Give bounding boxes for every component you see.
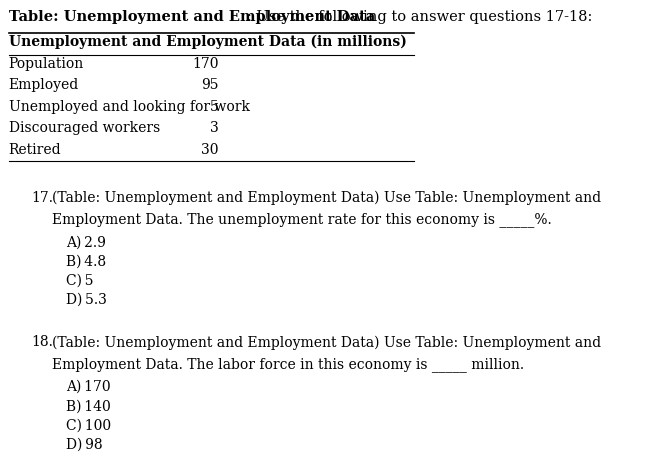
- Text: : Use the following to answer questions 17-18:: : Use the following to answer questions …: [247, 10, 592, 24]
- Text: 18.: 18.: [32, 336, 53, 349]
- Text: D) 98: D) 98: [66, 438, 103, 452]
- Text: A) 170: A) 170: [66, 380, 111, 394]
- Text: Unemployment and Employment Data (in millions): Unemployment and Employment Data (in mil…: [9, 35, 407, 49]
- Text: Employed: Employed: [9, 78, 79, 92]
- Text: A) 2.9: A) 2.9: [66, 235, 106, 250]
- Text: C) 5: C) 5: [66, 274, 94, 288]
- Text: 17.: 17.: [32, 191, 53, 205]
- Text: 95: 95: [201, 78, 218, 92]
- Text: 170: 170: [192, 57, 218, 71]
- Text: Table: Unemployment and Employment Data: Table: Unemployment and Employment Data: [9, 10, 375, 24]
- Text: (Table: Unemployment and Employment Data) Use Table: Unemployment and: (Table: Unemployment and Employment Data…: [51, 191, 601, 205]
- Text: Unemployed and looking for work: Unemployed and looking for work: [9, 100, 250, 114]
- Text: Employment Data. The unemployment rate for this economy is _____%.: Employment Data. The unemployment rate f…: [51, 213, 552, 227]
- Text: (Table: Unemployment and Employment Data) Use Table: Unemployment and: (Table: Unemployment and Employment Data…: [51, 336, 601, 350]
- Text: 5: 5: [210, 100, 218, 114]
- Text: C) 100: C) 100: [66, 419, 111, 432]
- Text: 30: 30: [201, 143, 218, 157]
- Text: 3: 3: [210, 122, 218, 135]
- Text: B) 140: B) 140: [66, 399, 111, 413]
- Text: Retired: Retired: [9, 143, 61, 157]
- Text: D) 5.3: D) 5.3: [66, 293, 107, 307]
- Text: Population: Population: [9, 57, 84, 71]
- Text: Discouraged workers: Discouraged workers: [9, 122, 160, 135]
- Text: B) 4.8: B) 4.8: [66, 255, 106, 269]
- Text: Employment Data. The labor force in this economy is _____ million.: Employment Data. The labor force in this…: [51, 357, 524, 372]
